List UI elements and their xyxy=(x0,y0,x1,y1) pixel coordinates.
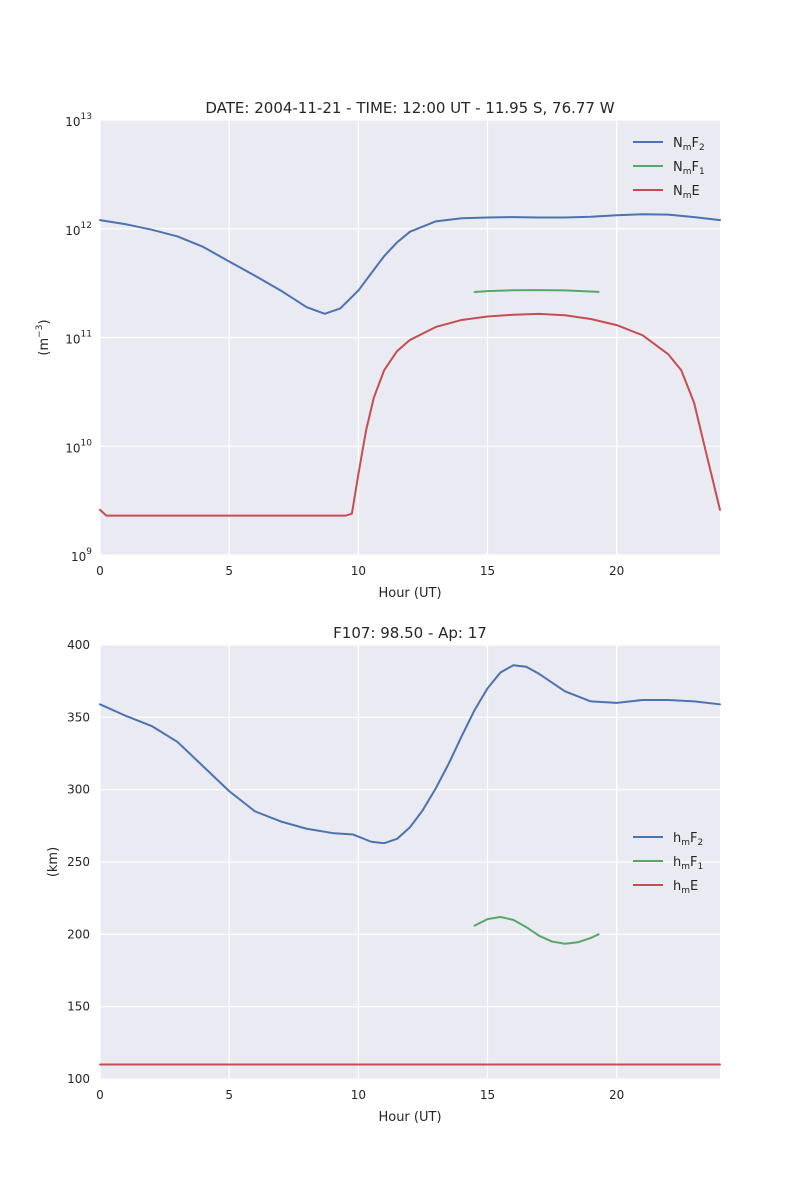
legend: hmF2 hmF1 hmE xyxy=(633,831,703,896)
series-line-hmf2 xyxy=(99,664,721,845)
density-panel: DATE: 2004-11-21 - TIME: 12:00 UT - 11.9… xyxy=(35,99,721,601)
x-axis-label: Hour (UT) xyxy=(378,1110,441,1125)
x-tick-label: 5 xyxy=(225,1088,233,1102)
y-axis-label: (m−3) xyxy=(35,319,52,355)
y-tick-label: 200 xyxy=(67,927,90,941)
gridlines xyxy=(99,644,720,1080)
chart-title: F107: 98.50 - Ap: 17 xyxy=(333,624,487,642)
height-panel: F107: 98.50 - Ap: 17 0 5 10 15 20 100 150 200 250… xyxy=(46,624,721,1125)
legend-entry: hmE xyxy=(673,879,698,896)
x-axis-label: Hour (UT) xyxy=(378,586,441,601)
x-tick-label: 10 xyxy=(351,1088,366,1102)
y-tick-label: 250 xyxy=(67,855,90,869)
series-line-hmf1 xyxy=(473,915,600,945)
legend-entry: hmF1 xyxy=(673,855,703,872)
y-tick-label: 300 xyxy=(67,783,90,797)
y-axis-label: (km) xyxy=(46,847,61,877)
series-line-nmf2 xyxy=(99,213,721,315)
y-tick-label: 150 xyxy=(67,1000,90,1014)
series-group xyxy=(99,213,721,517)
legend-entry: NmF2 xyxy=(673,136,705,153)
y-tick-label: 1013 xyxy=(65,112,92,129)
y-tick-label: 1010 xyxy=(65,438,92,455)
y-tick-label: 100 xyxy=(67,1072,90,1086)
y-tick-label: 1011 xyxy=(65,330,92,347)
x-tick-label: 10 xyxy=(351,564,366,578)
y-tick-label: 109 xyxy=(71,547,92,564)
gridlines xyxy=(99,119,720,556)
y-tick-label: 400 xyxy=(67,638,90,652)
x-tick-label: 20 xyxy=(609,1088,624,1102)
x-tick-label: 0 xyxy=(96,1088,104,1102)
y-tick-label: 1012 xyxy=(65,221,92,238)
x-tick-label: 15 xyxy=(480,1088,495,1102)
chart-title: DATE: 2004-11-21 - TIME: 12:00 UT - 11.9… xyxy=(205,99,614,117)
x-tick-label: 20 xyxy=(609,564,624,578)
x-tick-label: 0 xyxy=(96,564,104,578)
x-tick-label: 5 xyxy=(225,564,233,578)
legend-entry: NmE xyxy=(673,184,700,201)
legend-entry: hmF2 xyxy=(673,831,703,848)
series-line-nme xyxy=(99,312,721,517)
series-line-nmf1 xyxy=(473,289,600,294)
legend-entry: NmF1 xyxy=(673,160,705,177)
series-group xyxy=(99,664,721,1066)
x-tick-label: 15 xyxy=(480,564,495,578)
y-tick-label: 350 xyxy=(67,710,90,724)
legend: NmF2 NmF1 NmE xyxy=(633,136,705,201)
